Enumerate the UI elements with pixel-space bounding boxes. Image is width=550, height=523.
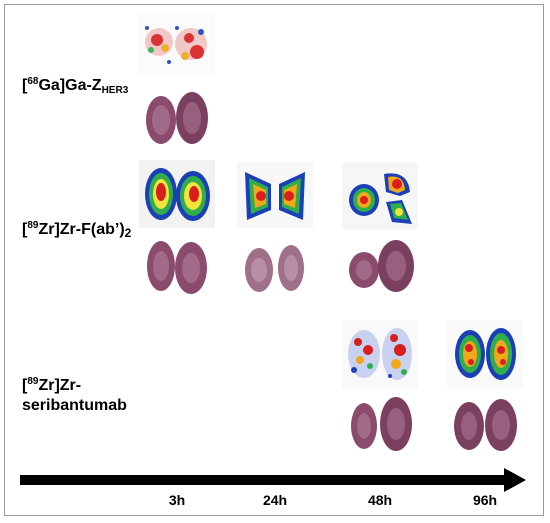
fab-3h-pet-image xyxy=(139,160,215,228)
fab-3h-cell xyxy=(139,160,215,300)
fab-48h-pet-image xyxy=(342,162,418,230)
fab-24h-cell xyxy=(237,162,313,302)
fab-48h-tissue-image xyxy=(342,234,418,300)
row-label-ga-zher3: [68Ga]Ga-ZHER3 xyxy=(22,76,129,96)
time-label-48h: 48h xyxy=(367,492,393,508)
time-label-24h: 24h xyxy=(262,492,288,508)
fab-24h-tissue-image xyxy=(237,236,313,302)
figure-frame xyxy=(4,4,544,516)
seri-48h-tissue-image xyxy=(342,392,418,458)
seri-48h-cell xyxy=(342,320,418,458)
fab-48h-cell xyxy=(342,162,418,300)
seri-96h-pet-image xyxy=(447,320,523,388)
seri-96h-cell xyxy=(447,320,523,458)
fab-24h-pet-image xyxy=(237,162,313,228)
ga-3h-tissue-image xyxy=(139,86,215,152)
fab-3h-tissue-image xyxy=(139,234,215,300)
time-label-3h: 3h xyxy=(168,492,186,508)
ga-3h-pet-image xyxy=(139,12,215,76)
time-arrow-head xyxy=(504,468,526,492)
row-label-zr-seribantumab: [89Zr]Zr- seribantumab xyxy=(22,376,127,414)
row-label-zr-fab2: [89Zr]Zr-F(ab’)2 xyxy=(22,220,132,240)
ga-3h-cell xyxy=(139,12,215,152)
seri-48h-pet-image xyxy=(342,320,418,388)
time-arrow-shaft xyxy=(20,475,506,485)
seri-96h-tissue-image xyxy=(447,392,523,458)
time-label-96h: 96h xyxy=(472,492,498,508)
